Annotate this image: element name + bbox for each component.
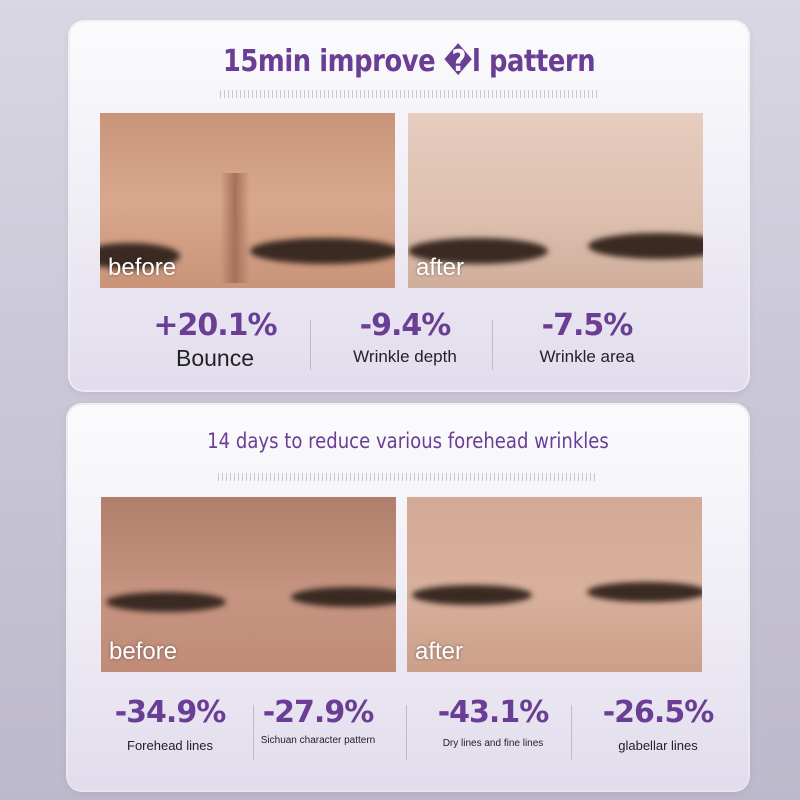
- stat-wrinkle-area: -7.5% Wrinkle area: [539, 308, 635, 366]
- after-photo: after: [407, 497, 702, 672]
- stat-bounce: +20.1% Bounce: [153, 308, 277, 371]
- stat-glabellar-lines: -26.5% glabellar lines: [602, 695, 715, 753]
- before-photo: before: [100, 113, 395, 288]
- divider: [406, 705, 407, 760]
- divider: [492, 320, 493, 370]
- before-label: before: [108, 254, 177, 281]
- divider: [310, 320, 311, 370]
- after-label: after: [416, 254, 465, 281]
- section-15min: 15min improve �l pattern before after +2…: [70, 22, 748, 390]
- divider: [253, 705, 254, 760]
- stat-wrinkle-depth: -9.4% Wrinkle depth: [353, 308, 457, 366]
- ruler-divider: [220, 90, 600, 98]
- before-label: before: [109, 638, 178, 665]
- stat-dry-fine-lines: -43.1% Dry lines and fine lines: [437, 695, 550, 749]
- after-photo: after: [408, 113, 703, 288]
- section-title: 15min improve �l pattern: [222, 44, 596, 79]
- ruler-divider: [218, 473, 598, 481]
- section-14days: 14 days to reduce various forehead wrink…: [68, 405, 748, 790]
- divider: [571, 705, 572, 760]
- before-photo: before: [101, 497, 396, 672]
- after-label: after: [415, 638, 464, 665]
- stat-forehead-lines: -34.9% Forehead lines: [114, 695, 227, 753]
- section-title: 14 days to reduce various forehead wrink…: [207, 429, 609, 453]
- stat-sichuan-pattern: -27.9% Sichuan character pattern: [260, 695, 376, 746]
